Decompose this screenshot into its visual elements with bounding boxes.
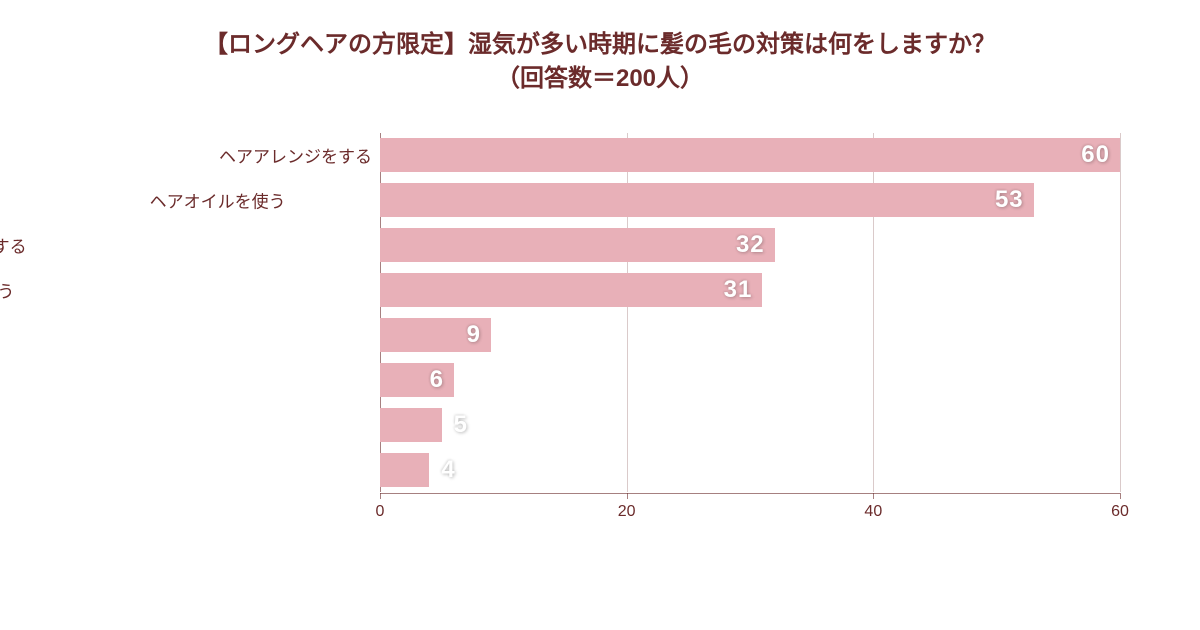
bar-row: ストレートパーマや縮毛矯正をする32 bbox=[380, 228, 775, 262]
x-axis bbox=[380, 493, 1120, 494]
bar-value: 5 bbox=[454, 411, 468, 439]
bar-value: 4 bbox=[441, 456, 455, 484]
bar-label: ストレートパーマや縮毛矯正をする bbox=[0, 233, 27, 258]
bar-value: 6 bbox=[430, 366, 444, 394]
bar-row: その他6 bbox=[380, 363, 454, 397]
x-tick bbox=[873, 493, 874, 499]
x-tick bbox=[1120, 493, 1121, 499]
bar-value: 60 bbox=[1081, 141, 1110, 169]
x-tick bbox=[380, 493, 381, 499]
bar-label: ヘアアレンジをする bbox=[12, 143, 372, 168]
x-tick-label: 60 bbox=[1111, 503, 1129, 521]
bar-label: ヘアアイロンを使う bbox=[0, 278, 14, 303]
bar-label: ヘアオイルを使う bbox=[0, 188, 286, 213]
title-line-2: （回答数＝200人） bbox=[0, 62, 1200, 96]
bar-row: ワックスを使う9 bbox=[380, 318, 491, 352]
bar bbox=[380, 273, 762, 307]
bar bbox=[380, 408, 442, 442]
bar-row: ハード系のヘアスプレーをする5 bbox=[380, 408, 442, 442]
bar-value: 9 bbox=[467, 321, 481, 349]
chart-title: 【ロングヘアの方限定】湿気が多い時期に髪の毛の対策は何をしますか？ （回答数＝2… bbox=[0, 0, 1200, 95]
bar bbox=[380, 453, 429, 487]
bar-row: ヘアオイルを使う53 bbox=[380, 183, 1034, 217]
grid-line bbox=[1120, 133, 1121, 492]
bar-row: マスカラタイプのヘアスティックを持ち歩く4 bbox=[380, 453, 429, 487]
x-tick-label: 0 bbox=[376, 503, 385, 521]
bar-value: 53 bbox=[995, 186, 1024, 214]
bar bbox=[380, 183, 1034, 217]
bar-value: 32 bbox=[736, 231, 765, 259]
chart-plot-area: ヘアアレンジをする60 ヘアオイルを使う53 ストレートパーマや縮毛矯正をする32 ヘ… bbox=[380, 138, 1120, 538]
x-tick bbox=[627, 493, 628, 499]
title-line-1: 【ロングヘアの方限定】湿気が多い時期に髪の毛の対策は何をしますか？ bbox=[0, 28, 1200, 62]
bar bbox=[380, 138, 1120, 172]
x-tick-label: 20 bbox=[618, 503, 636, 521]
bar-row: ヘアアイロンを使う31 bbox=[380, 273, 762, 307]
bar bbox=[380, 228, 775, 262]
bar-value: 31 bbox=[724, 276, 753, 304]
bar-row: ヘアアレンジをする60 bbox=[380, 138, 1120, 172]
x-tick-label: 40 bbox=[864, 503, 882, 521]
